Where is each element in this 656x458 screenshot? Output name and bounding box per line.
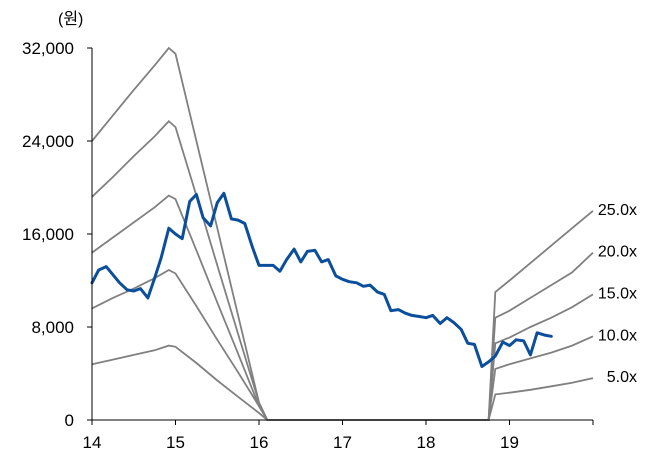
y-axis-ticks: 0 8,000 16,000 24,000 32,000	[22, 39, 92, 430]
x-tick-label: 17	[333, 433, 352, 452]
per-band-lines	[91, 46, 594, 421]
y-tick-label: 24,000	[22, 132, 74, 151]
band-label: 15.0x	[598, 285, 637, 302]
band-labels: 25.0x 20.0x 15.0x 10.0x 5.0x	[598, 202, 637, 386]
band-line-15-0x	[91, 194, 594, 421]
price-series	[90, 191, 553, 368]
x-tick-label: 14	[83, 433, 102, 452]
band-label: 5.0x	[607, 369, 637, 386]
y-unit-label: (원)	[58, 10, 83, 28]
x-tick-label: 15	[166, 433, 185, 452]
y-tick-label: 16,000	[22, 225, 74, 244]
band-label: 25.0x	[598, 202, 637, 219]
x-tick-label: 19	[500, 433, 519, 452]
y-tick-label: 8,000	[31, 318, 74, 337]
band-label: 10.0x	[598, 327, 637, 344]
x-axis-ticks: 14 15 16 17 18 19	[83, 420, 594, 452]
band-label: 20.0x	[598, 244, 637, 261]
band-line-20-0x	[91, 119, 594, 421]
y-tick-label: 0	[65, 411, 74, 430]
price-line	[90, 191, 553, 368]
y-tick-label: 32,000	[22, 39, 74, 58]
band-line-5-0x	[91, 344, 594, 421]
band-line-10-0x	[91, 268, 594, 421]
x-tick-label: 18	[417, 433, 436, 452]
x-tick-label: 16	[250, 433, 269, 452]
band-line-25-0x	[91, 46, 594, 421]
